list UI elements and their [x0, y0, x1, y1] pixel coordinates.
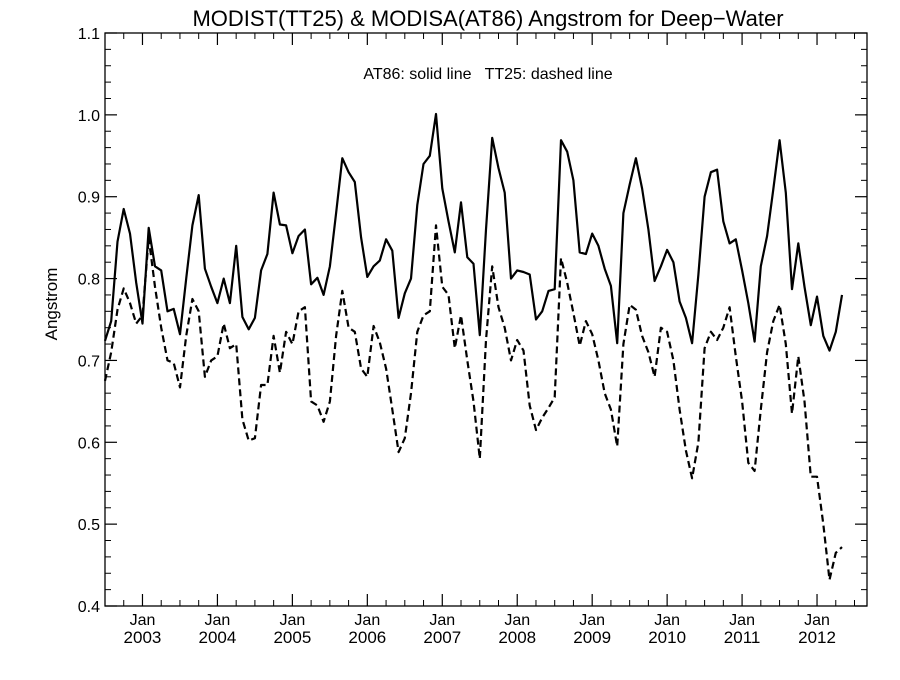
- x-tick-year-label: 2011: [724, 628, 761, 647]
- x-tick-year-label: 2005: [273, 628, 311, 647]
- series-line-at86: [103, 112, 844, 352]
- y-tick-label: 1.0: [78, 108, 100, 125]
- y-tick-label: 0.8: [78, 272, 100, 289]
- x-tick-year-label: 2010: [648, 628, 686, 647]
- chart-title: MODIST(TT25) & MODISA(AT86) Angstrom for…: [192, 6, 783, 31]
- x-tick-month-label: Jan: [205, 612, 231, 629]
- x-tick-month-label: Jan: [579, 612, 605, 629]
- x-tick-month-label: Jan: [654, 612, 680, 629]
- series-line-tt25: [103, 224, 843, 581]
- x-tick-year-label: 2009: [573, 628, 611, 647]
- x-tick-month-label: Jan: [804, 612, 830, 629]
- x-tick-year-label: 2006: [348, 628, 386, 647]
- y-tick-label: 0.6: [78, 435, 100, 452]
- x-tick-year-label: 2004: [199, 628, 237, 647]
- x-tick-year-label: 2003: [124, 628, 162, 647]
- x-tick-month-label: Jan: [354, 612, 380, 629]
- x-tick-year-label: 2008: [498, 628, 536, 647]
- x-tick-year-label: 2007: [423, 628, 461, 647]
- x-tick-year-label: 2012: [798, 628, 836, 647]
- y-tick-label: 0.7: [78, 353, 100, 370]
- y-tick-label: 1.1: [78, 26, 100, 43]
- series-lines: [103, 112, 844, 581]
- plot-area-frame: [104, 32, 868, 607]
- x-tick-month-label: Jan: [429, 612, 455, 629]
- y-tick-label: 0.5: [78, 517, 100, 534]
- axis-ticks: 0.40.50.60.70.80.91.01.1Jan2003Jan2004Ja…: [78, 26, 867, 647]
- y-axis-label: Angstrom: [42, 268, 61, 341]
- x-tick-month-label: Jan: [279, 612, 305, 629]
- x-tick-month-label: Jan: [504, 612, 530, 629]
- x-tick-month-label: Jan: [729, 612, 755, 629]
- y-tick-label: 0.9: [78, 190, 100, 207]
- line-style-note: AT86: solid line TT25: dashed line: [363, 66, 612, 83]
- y-tick-label: 0.4: [78, 599, 100, 616]
- x-tick-month-label: Jan: [130, 612, 156, 629]
